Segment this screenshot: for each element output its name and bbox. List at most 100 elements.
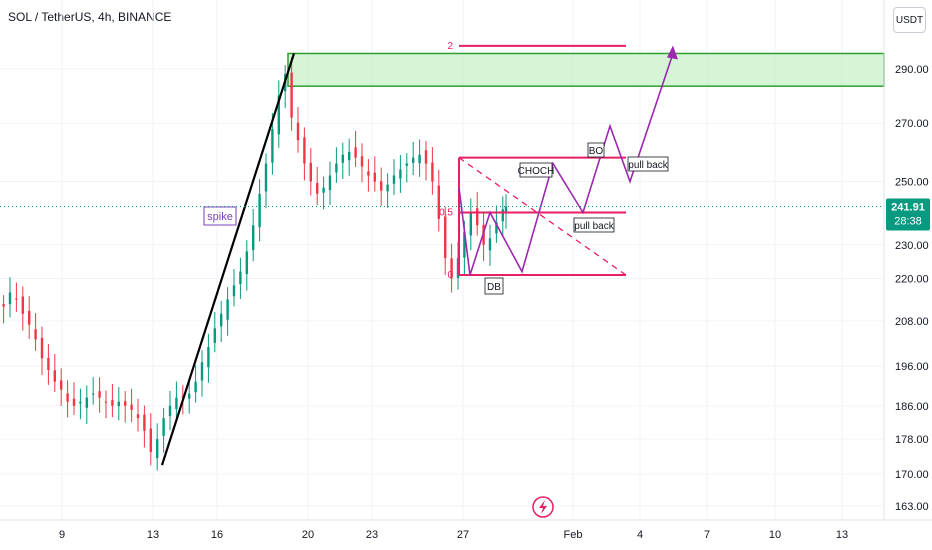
spike-label-box [203,206,237,226]
candle-body [8,292,12,305]
candle-body [79,401,82,404]
candle-body [271,128,274,163]
candle-body [40,337,44,359]
candle-body [60,380,63,390]
candle-body [117,401,120,407]
time-tick-label: 27 [457,529,469,541]
label-pullback-2: pull back [573,217,615,233]
time-tick-label: 13 [836,529,848,541]
candle-body [405,163,408,166]
time-tick-label: 7 [704,529,710,541]
price-tick-label: 290.00 [895,64,929,76]
candle-body [418,154,421,164]
candle-body [232,285,236,297]
candle-body [296,122,300,141]
candle-body [386,184,389,192]
candle-body [53,370,56,382]
candle-body [168,405,172,417]
candle-body [399,169,402,179]
candle-body [149,428,152,453]
candle-body [277,95,280,135]
candle-body [373,172,376,182]
candle-body [264,163,268,192]
candle-body [424,150,428,164]
fib-label: 2 [447,41,453,52]
spike-label: spike [207,211,233,223]
candle-body [290,72,293,118]
candle-body [104,401,108,403]
price-tick-label: 250.00 [895,177,929,189]
candle-body [444,216,447,259]
candle-body [341,154,344,163]
fib-label: 0.5 [439,208,453,219]
candle-body [252,225,255,251]
time-axis[interactable]: 9 13 16 20 23 27 Feb 4 7 10 13 [59,529,848,541]
candle-body [335,163,338,173]
candle-body [200,362,204,381]
dashed-trendline[interactable] [458,157,627,276]
candle-body [431,162,434,182]
time-tick-label: 13 [147,529,159,541]
price-tick-label: 178.00 [895,434,929,446]
candle-body [348,151,351,161]
candlesticks [2,57,508,471]
svg-text:pull back: pull back [574,221,614,232]
candle-body [136,414,140,419]
candle-body [85,397,88,408]
candle-body [392,175,396,184]
candle-body [15,298,18,300]
candle-body [207,346,210,368]
candle-body [72,398,76,406]
price-tick-label: 208.00 [895,316,929,328]
label-bo: BO [587,142,605,158]
candle-body [437,185,440,219]
candle-body [309,162,312,182]
projection-path[interactable] [458,53,674,276]
candle-body [34,329,37,340]
price-tick-label: 186.00 [895,401,929,413]
svg-text:DB: DB [487,282,501,293]
candle-body [463,231,466,258]
candle-body [21,296,24,314]
supply-zone[interactable] [287,52,885,87]
candle-body [2,304,5,307]
price-tick-label: 270.00 [895,118,929,130]
time-tick-label: 10 [769,529,781,541]
candle-body [92,393,95,395]
candle-body [504,206,508,213]
price-tick-label: 170.00 [895,469,929,481]
candle-body [360,156,364,167]
price-tick-label: 220.00 [895,273,929,285]
candle-body [501,209,504,222]
candle-body [143,414,146,431]
projection-arrowhead [667,45,678,60]
candle-body [476,208,479,226]
candle-body [194,381,197,393]
svg-text:241.91: 241.91 [891,201,925,213]
price-tick-label: 163.00 [895,501,929,513]
candle-body [156,439,159,459]
candle-body [213,328,216,343]
fib-label: 0 [447,270,453,281]
fib-levels: 20.50 [439,41,626,281]
candle-body [367,171,370,176]
candle-body [412,157,415,163]
candle-body [47,357,50,370]
candle-body [328,175,332,191]
candle-body [66,393,69,402]
time-tick-label: 9 [59,529,65,541]
candle-body [322,187,325,193]
candle-body [303,137,306,164]
candle-body [354,147,357,158]
spike-trendline[interactable] [160,53,296,466]
candle-body [469,212,472,236]
candle-body [130,404,133,410]
time-tick-label: 20 [302,529,314,541]
currency-button[interactable]: USDT [893,7,926,33]
candle-body [28,310,31,325]
candle-body [495,222,498,234]
svg-text:pull back: pull back [628,160,668,171]
price-axis[interactable]: 163.00 170.00 178.00 186.00 196.00 208.00 220.… [895,64,929,513]
